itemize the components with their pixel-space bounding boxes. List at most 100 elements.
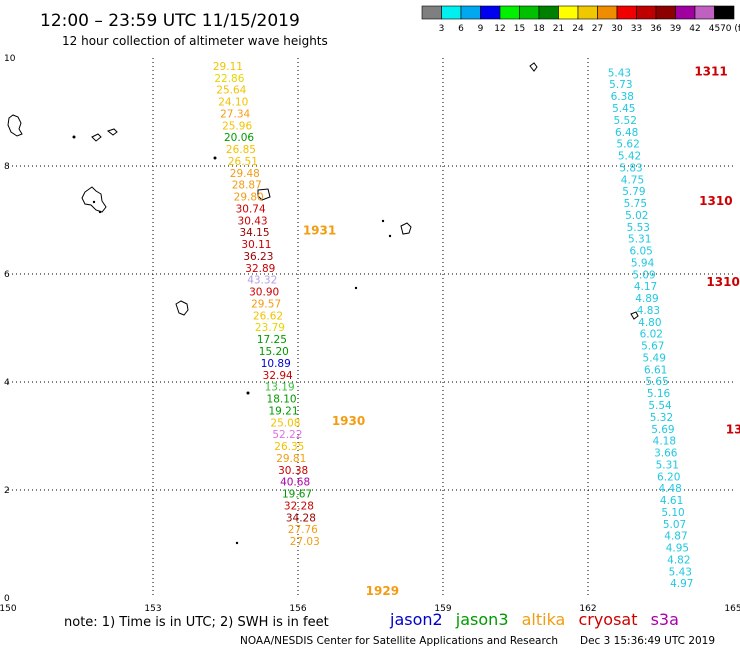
swh-value: 30.43 [238,215,268,227]
scale-swatch [694,5,715,20]
scale-label: 33 [631,24,642,34]
swh-value: 27.76 [288,524,318,536]
swh-value: 5.73 [609,79,632,91]
swh-value: 5.10 [661,507,684,519]
swh-value: 25.08 [270,417,300,429]
satellite-cryosat: cryosat [578,610,637,629]
y-tick-label: 2 [4,486,10,496]
scale-swatch [480,5,501,20]
swh-value: 19.21 [268,405,298,417]
swh-value: 6.20 [657,471,680,483]
island-outline [7,114,23,137]
swh-value: 28.87 [232,180,262,192]
swh-value: 4.61 [660,495,683,507]
swh-value: 6.38 [611,91,634,103]
chart-title: 12:00 – 23:59 UTC 11/15/2019 [40,11,300,31]
swh-value: 5.65 [645,376,668,388]
swh-value: 4.83 [637,305,660,317]
island-outline [257,188,271,201]
x-tick-label: 165 [724,604,740,614]
swh-value: 17.25 [257,334,287,346]
satellite-altika: altika [522,610,566,629]
swh-value: 34.15 [239,227,269,239]
island-outlines [7,62,639,320]
swh-value: 5.07 [663,519,686,531]
scale-label: 12 [494,24,505,34]
swh-value: 23.79 [255,322,285,334]
swh-value: 10.89 [261,358,291,370]
scale-swatch [441,5,462,20]
swh-value: 6.05 [629,246,652,258]
swh-value: 15.20 [259,346,289,358]
y-tick-label: 4 [4,378,10,388]
islet-dot [72,135,76,139]
swh-value: 27.34 [220,108,250,120]
track-time-label: 13 [726,422,740,436]
swh-value: 4.17 [634,281,657,293]
swh-value: 26.51 [228,156,258,168]
swh-value: 4.89 [635,293,658,305]
swh-value: 5.49 [643,352,666,364]
swh-value: 6.02 [640,329,663,341]
scale-label: 42 [689,24,700,34]
swh-value: 5.75 [624,198,647,210]
swh-value: 34.28 [286,512,316,524]
y-tick-label: 8 [4,162,10,172]
x-tick-label: 159 [434,604,451,614]
swh-value: 6.61 [644,364,667,376]
scale-label: 45 [709,24,720,34]
grid-lines [8,58,733,598]
swh-value: 43.32 [247,275,277,287]
scale-label: 27 [592,24,603,34]
track-time-label: 1311 [694,64,727,78]
island-outline [400,222,412,235]
islet-dot [92,200,96,204]
track-time-label: 1930 [332,414,365,428]
swh-value: 4.82 [667,554,690,566]
swh-value: 52.22 [272,429,302,441]
island-outline [91,133,102,142]
scale-label: 6 [458,24,464,34]
scale-label: 3 [439,24,445,34]
swh-value: 4.97 [670,578,693,590]
swh-value: 32.94 [263,370,293,382]
scale-swatch [499,5,520,20]
scale-swatch [675,5,696,20]
swh-value: 29.11 [213,61,243,73]
swh-value: 5.94 [631,257,655,269]
swh-value: 32.89 [245,263,275,275]
y-tick-label: 10 [4,54,16,64]
track-time-label: 1310 [706,275,739,289]
satellite-jason3: jason3 [455,610,509,629]
islet-dot [354,286,358,290]
swh-value: 5.62 [616,139,639,151]
scale-swatch [558,5,579,20]
scale-label: 15 [514,24,525,34]
swh-value: 5.31 [656,459,679,471]
swh-value: 5.53 [627,222,650,234]
island-outline [81,186,107,213]
satellite-jason2: jason2 [389,610,443,629]
swh-value: 4.48 [658,483,681,495]
islet-dot [246,391,250,395]
y-tick-label: 6 [4,270,10,280]
swh-value: 22.86 [214,73,244,85]
footer-note: note: 1) Time is in UTC; 2) SWH is in fe… [64,615,329,630]
axis-tick-labels: 150 153 156 159 162 165 0 2 4 6 8 10 [0,54,740,614]
scale-swatch [538,5,559,20]
swh-value: 18.10 [267,394,297,406]
scale-swatch [421,5,442,20]
swh-value: 5.79 [622,186,645,198]
scale-label: 39 [670,24,682,34]
swh-value: 13.19 [265,382,295,394]
islet-dots [72,135,392,545]
swh-value: 26.85 [226,144,256,156]
credit-timestamp: Dec 3 15:36:49 UTC 2019 [580,635,715,647]
swh-value: 29.80 [234,192,264,204]
scale-swatch [577,5,598,20]
swh-value: 19.67 [282,489,312,501]
track-time-label: 1929 [366,584,399,598]
swh-value: 5.54 [648,400,672,412]
scale-swatch [597,5,618,20]
